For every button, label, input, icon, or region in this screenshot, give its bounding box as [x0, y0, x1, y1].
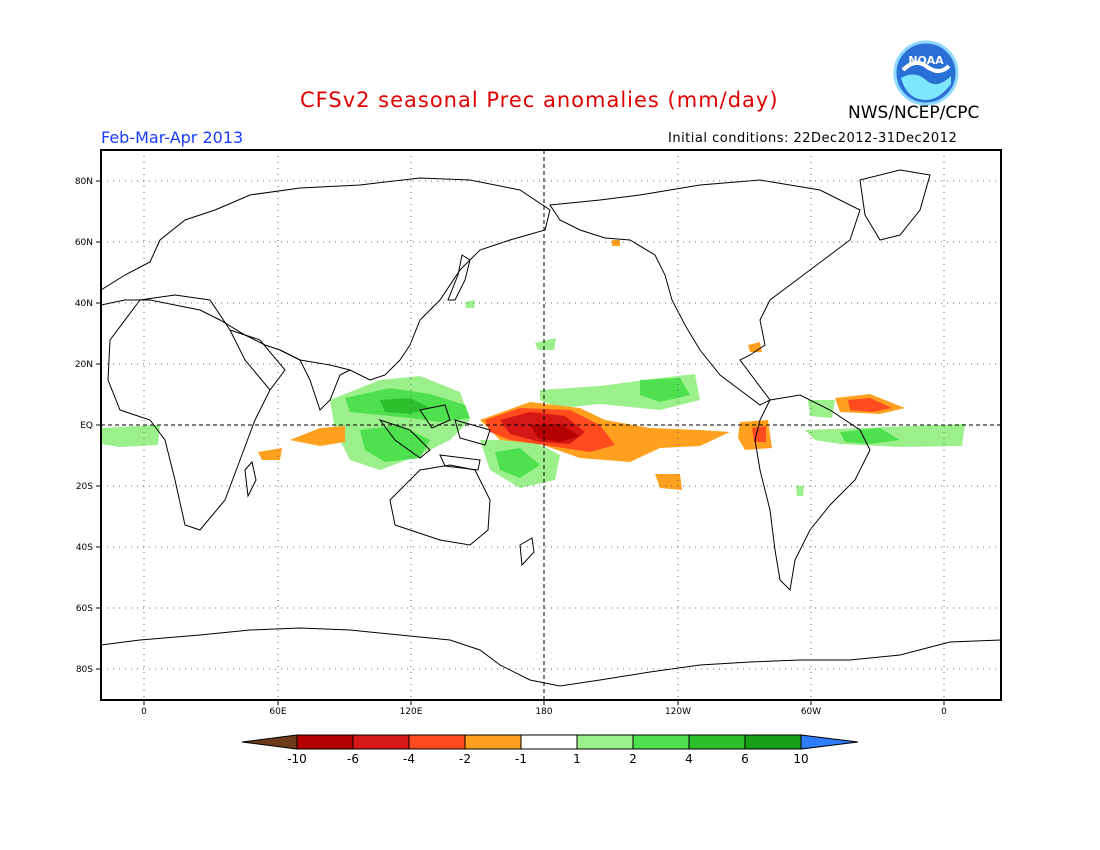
colorbar-label: -10 — [287, 752, 307, 766]
forecast-period: Feb-Mar-Apr 2013 — [101, 128, 244, 147]
lon-label: 60W — [801, 707, 821, 717]
colorbar-segment — [744, 734, 802, 750]
anomaly-fields — [101, 240, 965, 496]
colorbar-label: 2 — [629, 752, 637, 766]
initial-conditions: Initial conditions: 22Dec2012-31Dec2012 — [668, 131, 958, 146]
logo-text: NOAA — [908, 54, 944, 67]
lat-label: 40S — [76, 543, 93, 553]
colorbar-arrow-high — [800, 734, 859, 750]
colorbar-label: -4 — [403, 752, 415, 766]
lat-label: 60S — [76, 604, 93, 614]
colorbar-segment — [296, 734, 354, 750]
colorbar-segment — [632, 734, 690, 750]
agency-label: NWS/NCEP/CPC — [848, 103, 980, 123]
colorbar-segment — [408, 734, 466, 750]
lon-label: 120W — [665, 707, 691, 717]
colorbar-label: 4 — [685, 752, 693, 766]
colorbar-label: -6 — [347, 752, 359, 766]
lat-label: 20N — [75, 360, 93, 370]
colorbar-label: 6 — [741, 752, 749, 766]
lon-label: 0 — [141, 707, 147, 717]
colorbar-label: -2 — [459, 752, 471, 766]
lon-label: 60E — [269, 707, 286, 717]
lat-label: 80S — [76, 665, 93, 675]
lat-label: EQ — [80, 421, 93, 431]
lon-label: 120E — [400, 707, 423, 717]
lon-label: 0 — [941, 707, 947, 717]
noaa-logo: NOAA — [893, 40, 959, 106]
colorbar-segment — [520, 734, 578, 750]
colorbar-segment — [464, 734, 522, 750]
colorbar-label: 1 — [573, 752, 581, 766]
lon-label: 180 — [535, 707, 552, 717]
lat-label: 20S — [76, 482, 93, 492]
lat-label: 40N — [75, 299, 93, 309]
colorbar-segment — [352, 734, 410, 750]
colorbar-label: -1 — [515, 752, 527, 766]
colorbar: -10 -6 -4 -2 -1 1 2 4 6 10 — [241, 734, 859, 766]
colorbar-segment — [576, 734, 634, 750]
colorbar-label: 10 — [793, 752, 808, 766]
graticule — [101, 150, 1001, 700]
colorbar-segment — [688, 734, 746, 750]
lat-label: 80N — [75, 177, 93, 187]
lat-label: 60N — [75, 238, 93, 248]
colorbar-arrow-low — [241, 734, 298, 750]
map-title: CFSv2 seasonal Prec anomalies (mm/day) — [300, 88, 779, 112]
coastlines — [101, 169, 1001, 687]
